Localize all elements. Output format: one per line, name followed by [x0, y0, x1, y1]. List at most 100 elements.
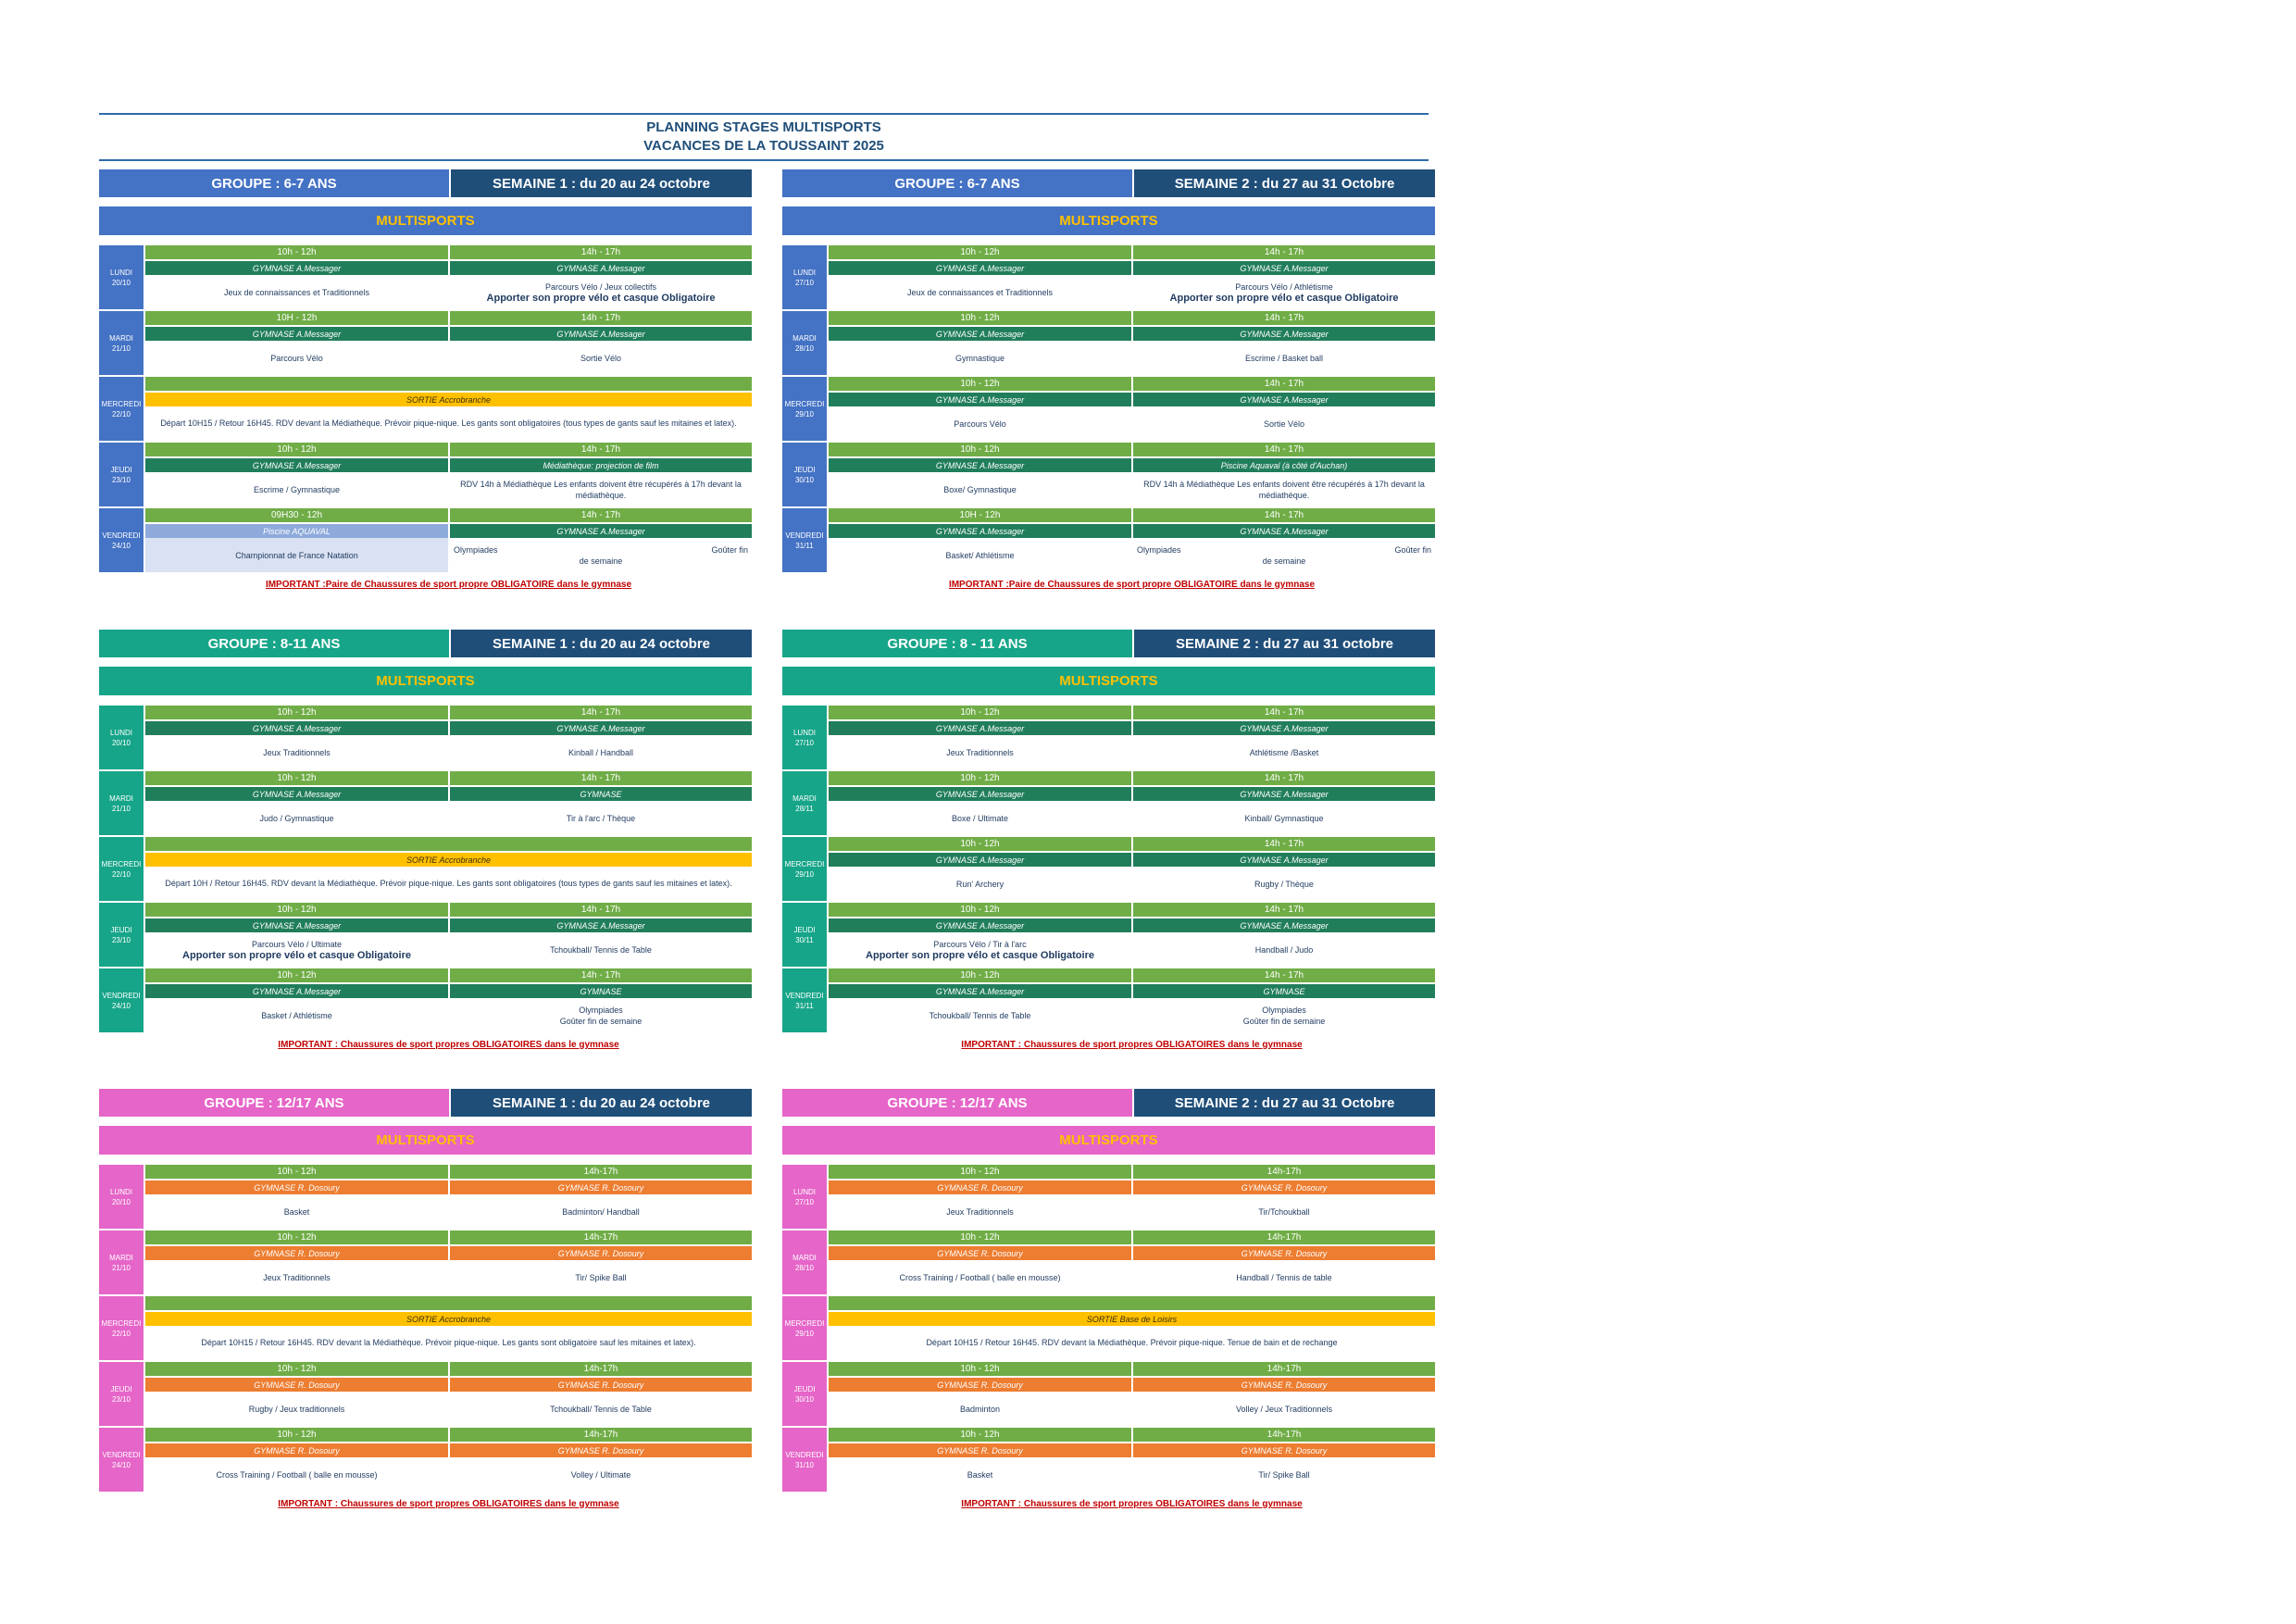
session-time: 14h - 17h	[1133, 443, 1435, 456]
outing-title: SORTIE Base de Loisirs	[829, 1312, 1435, 1326]
day-date: 30/10	[794, 1394, 815, 1404]
session-time: 10h - 12h	[829, 245, 1131, 259]
morning-session: 10h - 12h GYMNASE R. Dosoury Basket	[829, 1428, 1131, 1492]
day-sessions: 10h - 12h GYMNASE A.Messager Tchoukball/ T…	[829, 968, 1435, 1032]
day-name: LUNDI	[792, 268, 816, 277]
day-list: LUNDI 27/10 10h - 12h GYMNASE A.Messager Jeu…	[782, 706, 1435, 1032]
session-activity-cell: Olympiades Goûter fin de semaine	[1133, 998, 1435, 1032]
day-row: MERCREDI 22/10 SORTIE Accrobranche Départ 1…	[99, 1296, 752, 1360]
day-row: LUNDI 27/10 10h - 12h GYMNASE A.Messager Jeu…	[782, 706, 1435, 769]
session-activity-cell: Olympiades Goûter fin de semaine	[1133, 538, 1435, 572]
day-name: LUNDI	[792, 1187, 816, 1196]
day-row: VENDREDI 24/10 10h - 12h GYMNASE A.Messager…	[99, 968, 752, 1032]
day-date: 20/10	[111, 738, 131, 747]
morning-session: 10h - 12h GYMNASE A.Messager Parcours Vélo	[829, 377, 1131, 441]
session-place: GYMNASE R. Dosoury	[829, 1181, 1131, 1194]
day-sessions: 10h - 12h GYMNASE A.Messager Parcours Vélo…	[829, 903, 1435, 967]
outing-details: Départ 10H15 / Retour 16H45. RDV devant …	[201, 1338, 696, 1347]
session-note: Apporter son propre vélo et casque Oblig…	[1169, 292, 1399, 304]
session-activity: Cross Training / Football ( balle en mou…	[216, 1469, 378, 1480]
session-activity: Tir/ Spike Ball	[575, 1272, 627, 1282]
schedule-panel: GROUPE : 12/17 ANS SEMAINE 1 : du 20 au 2…	[99, 1089, 752, 1509]
morning-session: 10h - 12h GYMNASE A.Messager Jeux de conna…	[145, 245, 448, 309]
session-activity-cell: Parcours Vélo / Ultimate Apporter son pro…	[145, 932, 448, 967]
session-time: 10h - 12h	[145, 1362, 448, 1376]
session-activity-cell: Tir/ Spike Ball	[1133, 1457, 1435, 1492]
session-activity: Jeux Traditionnels	[946, 747, 1014, 757]
session-activity-cell: Jeux Traditionnels	[145, 1260, 448, 1294]
important-notice: IMPORTANT :Paire de Chaussures de sport …	[265, 580, 632, 590]
afternoon-session: 14h-17h GYMNASE R. Dosoury Tir/ Spike Ball	[450, 1230, 752, 1294]
afternoon-session: 14h - 17h GYMNASE Tir à l'arc / Thèque	[450, 771, 752, 835]
multisports-banner: MULTISPORTS	[782, 1126, 1435, 1155]
session-activity: Basket/ Athlétisme	[945, 550, 1015, 560]
session-activity-cell: Basket	[829, 1457, 1131, 1492]
day-date: 21/10	[111, 804, 131, 813]
day-name: MERCREDI	[101, 1318, 142, 1328]
session-activity-cell: Basket	[145, 1194, 448, 1229]
session-place: GYMNASE A.Messager	[145, 918, 448, 932]
session-note: Apporter son propre vélo et casque Oblig…	[486, 292, 716, 304]
panel-header: GROUPE : 8 - 11 ANS SEMAINE 2 : du 27 au …	[782, 630, 1435, 657]
session-activity-cell: Jeux Traditionnels	[829, 735, 1131, 769]
session-activity-cell: Basket/ Athlétisme	[829, 538, 1131, 572]
session-activity: RDV 14h à Médiathèque Les enfants doiven…	[1143, 479, 1425, 500]
outing-time-bar	[145, 377, 752, 391]
day-name: VENDREDI	[785, 531, 824, 540]
day-label: JEUDI 30/10	[782, 1362, 827, 1426]
outing-time-bar	[829, 1296, 1435, 1310]
session-activity-cell: Boxe / Ultimate	[829, 801, 1131, 835]
day-label: VENDREDI 24/10	[99, 508, 144, 572]
afternoon-session: 14h - 17h GYMNASE A.Messager Rugby / Thèqu…	[1133, 837, 1435, 901]
outing-details: Départ 10H / Retour 16H45. RDV devant la…	[165, 879, 732, 888]
morning-session: 10h - 12h GYMNASE A.Messager Parcours Vélo…	[829, 903, 1131, 967]
multisports-banner: MULTISPORTS	[782, 206, 1435, 235]
day-date: 24/10	[111, 1001, 131, 1010]
session-time: 14h - 17h	[450, 771, 752, 785]
session-activity: Sortie Vélo	[1263, 418, 1305, 429]
day-sessions: 10h - 12h GYMNASE R. Dosoury Jeux Traditio…	[145, 1230, 752, 1294]
session-activity: Parcours Vélo / Ultimate	[251, 939, 343, 949]
session-activity-cell: Volley / Ultimate	[450, 1457, 752, 1492]
session-place: GYMNASE A.Messager	[145, 458, 448, 472]
important-notice: IMPORTANT : Chaussures de sport propres …	[961, 1040, 1303, 1050]
session-place: GYMNASE A.Messager	[1133, 787, 1435, 801]
session-activity: de semaine	[579, 556, 623, 566]
day-sessions: 10h - 12h GYMNASE A.Messager Jeux Traditio…	[829, 706, 1435, 769]
day-sessions: 10h - 12h GYMNASE A.Messager Gymnastique 14…	[829, 311, 1435, 375]
session-activity: Gymnastique	[955, 353, 1005, 363]
day-sessions: 10h - 12h GYMNASE R. Dosoury Badminton 14h-…	[829, 1362, 1435, 1426]
day-label: MERCREDI 22/10	[99, 1296, 144, 1360]
day-list: LUNDI 20/10 10h - 12h GYMNASE A.Messager Jeu…	[99, 706, 752, 1032]
session-activity-cell: Jeux de connaissances et Traditionnels	[145, 275, 448, 309]
session-place: GYMNASE A.Messager	[829, 261, 1131, 275]
session-time: 14h - 17h	[450, 706, 752, 719]
day-row: VENDREDI 31/11 10H - 12h GYMNASE A.Messager…	[782, 508, 1435, 572]
session-place: GYMNASE R. Dosoury	[145, 1378, 448, 1392]
session-activity: Parcours Vélo	[954, 418, 1006, 429]
session-time: 10H - 12h	[145, 311, 448, 325]
session-time: 14h-17h	[1133, 1428, 1435, 1442]
session-place: GYMNASE R. Dosoury	[450, 1443, 752, 1457]
day-row: MERCREDI 22/10 SORTIE Accrobranche Départ 1…	[99, 377, 752, 441]
group-label: GROUPE : 8 - 11 ANS	[782, 630, 1132, 657]
session-activity: Rugby / Thèque	[1254, 879, 1314, 889]
day-name: MERCREDI	[784, 1318, 825, 1328]
session-activity: Tir/ Spike Ball	[1258, 1469, 1310, 1480]
session-activity: Kinball / Handball	[568, 747, 634, 757]
session-activity-cell: Tir/Tchoukball	[1133, 1194, 1435, 1229]
outing-time-bar	[145, 1296, 752, 1310]
session-place: GYMNASE A.Messager	[829, 984, 1131, 998]
day-date: 20/10	[111, 1197, 131, 1206]
session-activity-cell: Kinball / Handball	[450, 735, 752, 769]
session-activity: Judo / Gymnastique	[259, 813, 334, 823]
title-line-2: VACANCES DE LA TOUSSAINT 2025	[643, 138, 884, 154]
session-time: 14h - 17h	[1133, 245, 1435, 259]
day-label: LUNDI 27/10	[782, 1165, 827, 1229]
session-activity: Sortie Vélo	[580, 353, 622, 363]
title-bottom-rule	[99, 159, 1429, 161]
day-row: MARDI 28/10 10h - 12h GYMNASE R. Dosoury Cro…	[782, 1230, 1435, 1294]
day-row: LUNDI 20/10 10h - 12h GYMNASE A.Messager Jeu…	[99, 706, 752, 769]
session-activity-cell: Gymnastique	[829, 341, 1131, 375]
multisports-banner: MULTISPORTS	[99, 1126, 752, 1155]
